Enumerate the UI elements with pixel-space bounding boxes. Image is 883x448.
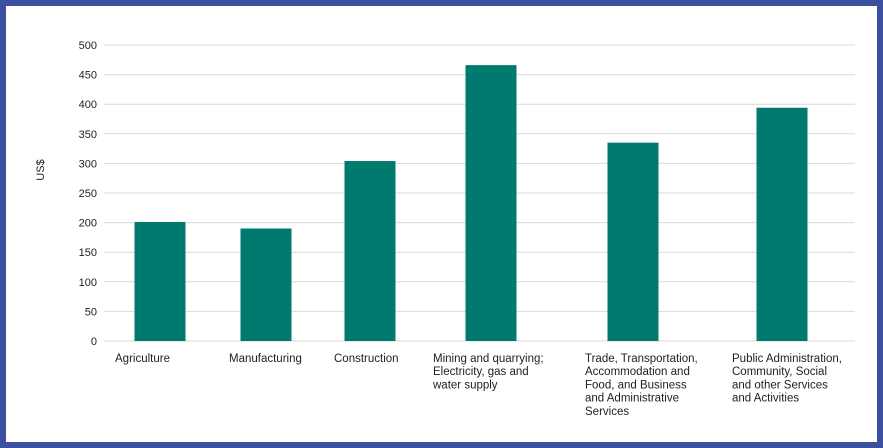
y-tick-label: 0 xyxy=(91,336,97,348)
y-tick-labels: 0 50 100 150 200 250 300 350 400 450 500 xyxy=(79,40,97,348)
x-category-label: Public Administration, Community, Social a… xyxy=(732,353,842,405)
x-category-label: Trade, Transportation, Accommodation and F… xyxy=(585,353,698,418)
x-category-label: Agriculture xyxy=(115,353,170,365)
y-tick-label: 250 xyxy=(79,188,97,200)
y-tick-label: 350 xyxy=(79,129,97,141)
y-tick-label: 150 xyxy=(79,247,97,259)
bar xyxy=(240,228,292,341)
bar xyxy=(134,222,186,341)
x-category-label: Mining and quarrying; Electricity, gas an… xyxy=(432,353,544,391)
bar xyxy=(607,142,659,341)
y-tick-label: 400 xyxy=(79,99,97,111)
y-tick-label: 200 xyxy=(79,218,97,230)
y-tick-label: 100 xyxy=(79,277,97,289)
y-axis-label: US$ xyxy=(35,159,47,180)
bar xyxy=(465,65,517,342)
bar xyxy=(756,107,808,341)
y-tick-label: 450 xyxy=(79,70,97,82)
y-tick-label: 50 xyxy=(85,306,97,318)
y-tick-label: 500 xyxy=(79,40,97,52)
y-tick-label: 300 xyxy=(79,158,97,170)
x-category-label: Manufacturing xyxy=(229,353,302,365)
bars xyxy=(134,65,808,342)
x-category-label: Construction xyxy=(334,353,399,365)
x-category-labels: Agriculture Manufacturing Construction Mini… xyxy=(115,353,842,418)
bar xyxy=(344,161,396,341)
